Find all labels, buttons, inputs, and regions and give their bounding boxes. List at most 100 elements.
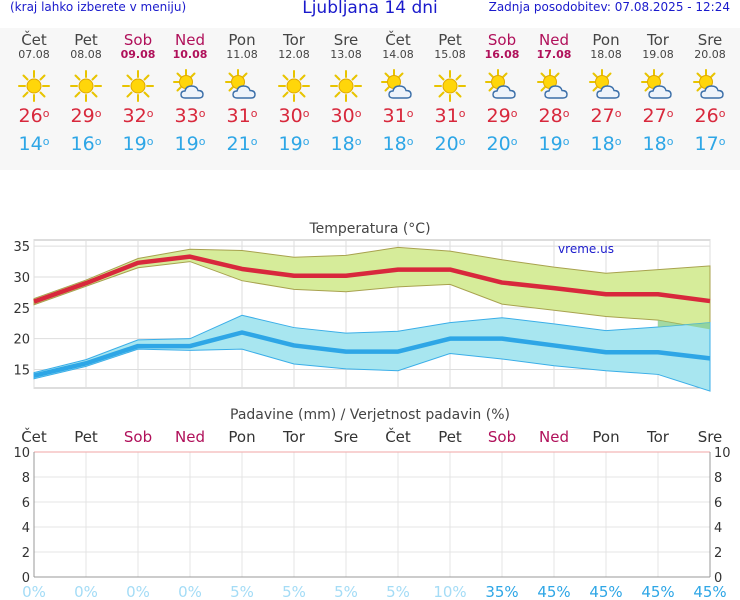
precip-probability-label: 5% <box>282 583 306 600</box>
x-tick-label: Sre <box>334 428 359 446</box>
weather-icon <box>580 69 632 103</box>
forecast-day: Pet 08.08 29o 16o <box>60 32 112 155</box>
weather-icon <box>164 69 216 103</box>
min-temp: 17o <box>694 133 726 155</box>
min-temp-line <box>33 330 711 378</box>
y-tick-label-left: 8 <box>22 471 30 486</box>
y-tick-label-right: 6 <box>714 496 722 511</box>
x-tick-label: Sre <box>698 428 723 446</box>
day-name: Tor <box>283 31 305 49</box>
y-tick-label-left: 4 <box>22 521 30 536</box>
precip-probability-label: 0% <box>178 583 202 600</box>
max-temp-value: 31 <box>382 105 407 127</box>
max-temp-value: 29 <box>70 105 95 127</box>
min-temp: 19o <box>174 133 206 155</box>
x-tick-label: Pon <box>592 428 619 446</box>
sun-icon <box>330 70 362 102</box>
min-temp-value: 19 <box>122 133 147 155</box>
min-temp-value: 20 <box>434 133 459 155</box>
forecast-day: Čet 14.08 31o 18o <box>372 32 424 155</box>
day-date: 08.08 <box>70 48 102 61</box>
x-tick-label: Pet <box>438 428 462 446</box>
day-date: 16.08 <box>484 48 520 61</box>
max-temp-value: 31 <box>434 105 459 127</box>
max-temp-value: 33 <box>174 105 199 127</box>
max-temp-value: 26 <box>18 105 43 127</box>
day-date: 15.08 <box>434 48 466 61</box>
precip-probability-label: 0% <box>74 583 98 600</box>
min-temp-value: 18 <box>642 133 667 155</box>
day-date: 09.08 <box>120 48 156 61</box>
precip-probability-label: 0% <box>22 583 46 600</box>
min-temp: 19o <box>122 133 154 155</box>
weather-icon <box>632 69 684 103</box>
day-name: Pet <box>74 31 98 49</box>
day-date: 11.08 <box>226 48 258 61</box>
day-name: Sob <box>123 31 153 49</box>
max-temp: 29o <box>486 105 518 127</box>
x-tick-label: Sob <box>124 428 152 446</box>
day-date: 13.08 <box>330 48 362 61</box>
y-tick-label-right: 0 <box>714 571 722 586</box>
precip-probability-label: 45% <box>641 583 674 600</box>
min-temp-value: 14 <box>18 133 43 155</box>
day-date: 12.08 <box>278 48 310 61</box>
min-temp-value: 18 <box>382 133 407 155</box>
y-tick-label: 15 <box>13 364 30 379</box>
day-date: 20.08 <box>694 48 726 61</box>
weather-icon <box>268 69 320 103</box>
x-tick-label: Pet <box>74 428 98 446</box>
sun-cloud-icon <box>225 69 256 99</box>
min-temp-value: 17 <box>694 133 719 155</box>
forecast-strip <box>0 28 740 170</box>
weather-icon <box>112 69 164 103</box>
forecast-day: Ned 17.08 28o 19o <box>528 32 580 156</box>
forecast-day: Sob 16.08 29o 20o <box>476 32 528 156</box>
day-name: Čet <box>21 31 47 49</box>
min-temp: 20o <box>434 133 466 155</box>
day-date: 17.08 <box>536 48 572 61</box>
max-temp: 31o <box>382 105 414 127</box>
min-temp: 14o <box>18 133 50 155</box>
sun-icon <box>434 70 466 102</box>
location-menu-note: (kraj lahko izberete v meniju) <box>10 0 187 14</box>
forecast-day: Tor 12.08 30o 19o <box>268 32 320 155</box>
x-tick-label: Sob <box>488 428 516 446</box>
min-temp: 18o <box>590 133 622 155</box>
y-tick-label-left: 6 <box>22 496 30 511</box>
min-temp: 19o <box>538 133 570 155</box>
max-temp: 29o <box>70 105 102 127</box>
day-date: 14.08 <box>382 48 414 61</box>
precipitation-chart-title: Padavine (mm) / Verjetnost padavin (%) <box>230 407 510 423</box>
day-date: 07.08 <box>18 48 50 61</box>
precip-probability-label: 45% <box>589 583 622 600</box>
weather-icon <box>320 69 372 103</box>
weather-icon <box>216 69 268 103</box>
day-name: Pet <box>438 31 462 49</box>
forecast-day: Sre 20.08 26o 17o <box>684 32 736 155</box>
weather-icon <box>60 69 112 103</box>
max-temp: 27o <box>590 105 622 127</box>
weather-icon <box>528 69 580 103</box>
sun-icon <box>122 70 154 102</box>
forecast-day: Sre 13.08 30o 18o <box>320 32 372 155</box>
precip-probability-label: 5% <box>386 583 410 600</box>
forecast-day: Tor 19.08 27o 18o <box>632 32 684 155</box>
forecast-day: Ned 10.08 33o 19o <box>164 31 216 156</box>
day-name: Ned <box>175 31 205 49</box>
temperature-chart-title: Temperatura (°C) <box>308 221 430 237</box>
min-temp: 19o <box>278 133 310 155</box>
y-tick-label: 35 <box>13 240 30 255</box>
watermark: vreme.us <box>558 242 614 256</box>
precipitation-chart: Padavine (mm) / Verjetnost padavin (%) Če… <box>13 407 730 600</box>
sun-icon <box>278 70 310 102</box>
forecast-day: Pet 15.08 31o 20o <box>424 32 476 155</box>
max-temp: 33o <box>174 105 206 127</box>
max-temp-value: 27 <box>590 105 615 127</box>
max-temp-value: 30 <box>278 105 303 127</box>
forecast-day: Čet 07.08 26o 14o <box>8 32 60 155</box>
sun-cloud-icon <box>693 69 724 99</box>
x-tick-label: Čet <box>385 427 411 446</box>
day-name: Sre <box>333 31 359 49</box>
day-name: Sre <box>697 31 723 49</box>
